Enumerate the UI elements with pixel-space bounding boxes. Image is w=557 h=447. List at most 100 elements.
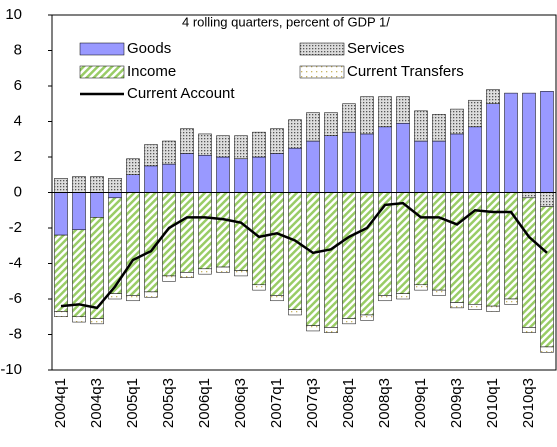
bar-segment (270, 153, 284, 193)
bar-segment (162, 163, 176, 193)
bar-segment (324, 327, 338, 333)
y-tick-label: 4 (14, 112, 22, 129)
bar-segment (504, 192, 518, 300)
x-tick-label: 2007q3 (304, 378, 321, 428)
bar-segment (72, 176, 86, 193)
y-tick-label: -2 (9, 219, 22, 236)
bar-segment (360, 192, 374, 316)
bar-segment (486, 89, 500, 105)
bar-segment (270, 128, 284, 154)
bar-segment (108, 293, 122, 300)
bar-segment (126, 295, 140, 302)
bar-segment (252, 131, 266, 158)
bar-segment (180, 153, 194, 193)
bar-segment (108, 192, 122, 199)
bar-segment (378, 295, 392, 302)
x-tick-label: 2005q1 (124, 378, 141, 428)
bar-segment (252, 284, 266, 291)
bar-segment (522, 92, 536, 193)
chart-subtitle: 4 rolling quarters, percent of GDP 1/ (182, 14, 390, 29)
bar-segment (468, 126, 482, 193)
bar-segment (90, 192, 104, 218)
bar-segment (288, 192, 302, 310)
bar-segment (126, 192, 140, 296)
y-tick-label: 10 (5, 6, 22, 23)
bar-segment (198, 192, 212, 270)
x-tick-label: 2004q3 (88, 378, 105, 428)
y-tick-label: 2 (14, 148, 22, 165)
bar-segment (234, 270, 248, 277)
legend-swatch (299, 65, 345, 79)
bar-segment (324, 112, 338, 136)
x-tick-label: 2008q3 (376, 378, 393, 428)
bar-segment (396, 123, 410, 193)
bar-segment (432, 289, 446, 296)
bar-segment (342, 131, 356, 193)
bar-segment (180, 128, 194, 154)
y-tick-label: -8 (9, 325, 22, 342)
bar-segment (198, 154, 212, 193)
bar-segment (396, 96, 410, 124)
bar-segment (324, 135, 338, 193)
bar-segment (342, 318, 356, 325)
bar-segment (216, 266, 230, 273)
bar-segment (540, 346, 554, 353)
bar-segment (540, 192, 554, 207)
x-tick-label: 2005q3 (160, 378, 177, 428)
bar-segment (378, 126, 392, 193)
bar-segment (126, 158, 140, 175)
bar-segment (180, 272, 194, 278)
bar-segment (468, 304, 482, 310)
bar-segment (432, 114, 446, 142)
bar-segment (198, 268, 212, 275)
bar-segment (432, 140, 446, 193)
bar-segment (54, 192, 68, 236)
bar-segment (306, 140, 320, 193)
bar-segment (342, 103, 356, 133)
bar-segment (522, 327, 536, 333)
bar-segment (162, 275, 176, 282)
bar-segment (216, 192, 230, 268)
bar-segment (180, 192, 194, 273)
y-tick-label: -10 (0, 361, 22, 378)
x-tick-label: 2006q3 (232, 378, 249, 428)
x-tick-label: 2008q1 (340, 378, 357, 428)
bar-segment (450, 133, 464, 193)
bar-segment (486, 305, 500, 312)
legend-label: Current Transfers (347, 63, 464, 80)
bar-segment (288, 119, 302, 149)
bar-segment (90, 176, 104, 193)
y-tick-label: -4 (9, 254, 22, 271)
bar-segment (540, 206, 554, 348)
bar-segment (72, 316, 86, 323)
bar-segment (450, 302, 464, 309)
x-tick-label: 2006q1 (196, 378, 213, 428)
bar-segment (162, 140, 176, 165)
bar-segment (54, 311, 68, 317)
x-tick-label: 2009q1 (412, 378, 429, 428)
legend-label: Services (347, 40, 405, 57)
bar-segment (342, 192, 356, 319)
bar-segment (414, 192, 428, 286)
bar-segment (414, 110, 428, 142)
bar-segment (54, 178, 68, 193)
bar-segment (324, 192, 338, 328)
bar-segment (72, 192, 86, 231)
legend-label: Current Account (127, 85, 235, 102)
bar-segment (522, 192, 536, 199)
bar-segment (234, 192, 248, 271)
bar-segment (306, 112, 320, 142)
legend-label: Income (127, 63, 176, 80)
legend-label: Goods (127, 40, 171, 57)
bar-segment (216, 156, 230, 193)
bar-segment (486, 192, 500, 307)
bar-segment (414, 284, 428, 291)
bar-segment (252, 192, 266, 286)
bar-segment (270, 295, 284, 302)
bar-segment (144, 192, 158, 293)
x-tick-label: 2007q1 (268, 378, 285, 428)
bar-segment (414, 140, 428, 193)
x-tick-label: 2010q3 (520, 378, 537, 428)
legend-swatch (79, 65, 125, 79)
